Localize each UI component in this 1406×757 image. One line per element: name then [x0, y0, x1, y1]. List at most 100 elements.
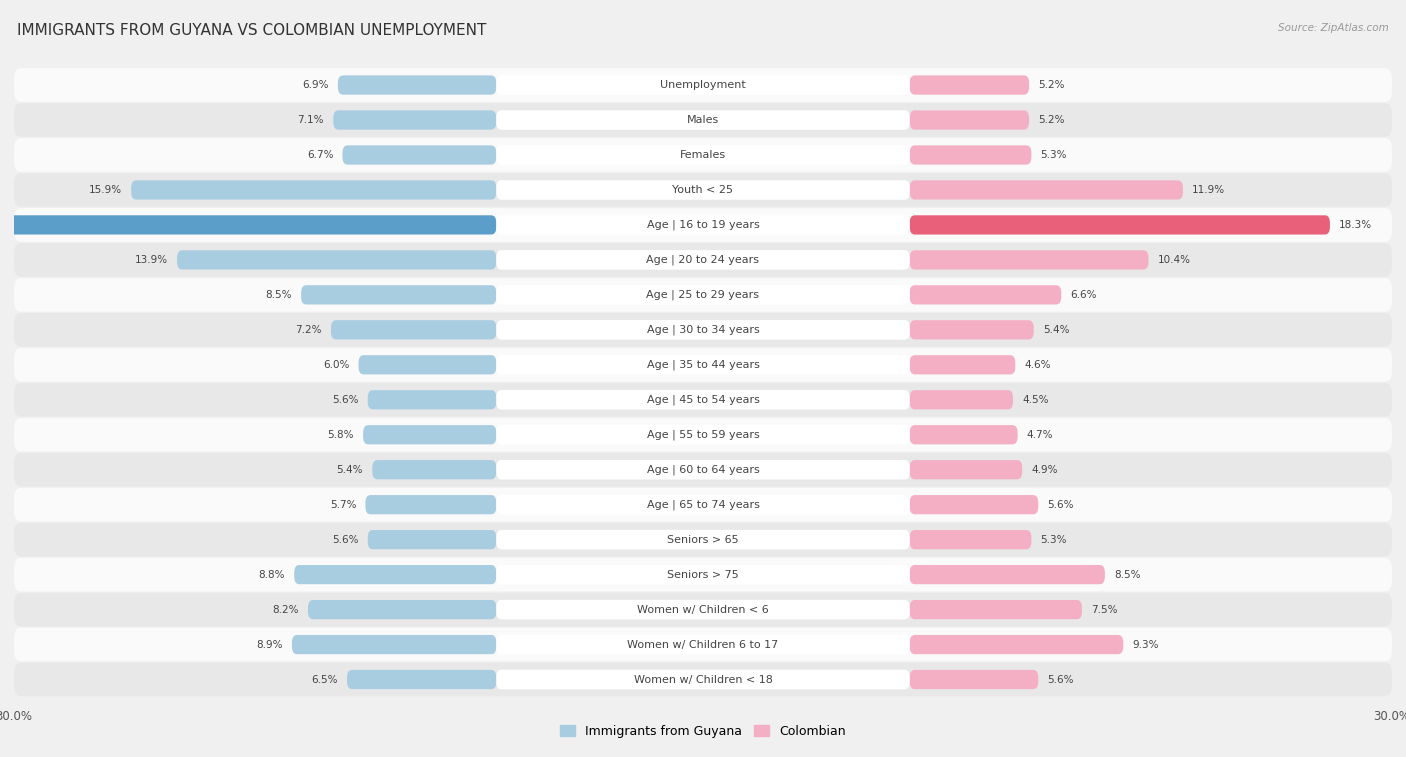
Text: 6.9%: 6.9% [302, 80, 329, 90]
Text: 5.3%: 5.3% [1040, 534, 1067, 544]
Text: 5.6%: 5.6% [332, 394, 359, 405]
FancyBboxPatch shape [308, 600, 496, 619]
Text: Source: ZipAtlas.com: Source: ZipAtlas.com [1278, 23, 1389, 33]
FancyBboxPatch shape [910, 355, 1015, 375]
Text: 5.8%: 5.8% [328, 430, 354, 440]
FancyBboxPatch shape [14, 662, 1392, 696]
FancyBboxPatch shape [337, 76, 496, 95]
Text: 4.9%: 4.9% [1032, 465, 1057, 475]
FancyBboxPatch shape [347, 670, 496, 689]
FancyBboxPatch shape [14, 313, 1392, 347]
FancyBboxPatch shape [910, 460, 1022, 479]
Text: 4.6%: 4.6% [1025, 360, 1052, 370]
FancyBboxPatch shape [330, 320, 496, 339]
FancyBboxPatch shape [14, 593, 1392, 626]
Text: 18.3%: 18.3% [1339, 220, 1372, 230]
Text: Unemployment: Unemployment [661, 80, 745, 90]
Text: 15.9%: 15.9% [89, 185, 122, 195]
Text: 8.2%: 8.2% [273, 605, 299, 615]
Text: Seniors > 65: Seniors > 65 [668, 534, 738, 544]
FancyBboxPatch shape [496, 425, 910, 444]
FancyBboxPatch shape [373, 460, 496, 479]
FancyBboxPatch shape [14, 348, 1392, 382]
FancyBboxPatch shape [368, 530, 496, 550]
Text: 8.9%: 8.9% [256, 640, 283, 650]
FancyBboxPatch shape [14, 418, 1392, 451]
Legend: Immigrants from Guyana, Colombian: Immigrants from Guyana, Colombian [555, 720, 851, 743]
FancyBboxPatch shape [363, 425, 496, 444]
Text: 4.5%: 4.5% [1022, 394, 1049, 405]
FancyBboxPatch shape [14, 243, 1392, 276]
Text: 7.2%: 7.2% [295, 325, 322, 335]
Text: 5.2%: 5.2% [1038, 115, 1064, 125]
FancyBboxPatch shape [910, 111, 1029, 129]
Text: 5.7%: 5.7% [330, 500, 356, 509]
FancyBboxPatch shape [496, 75, 910, 95]
FancyBboxPatch shape [910, 530, 1032, 550]
Text: 10.4%: 10.4% [1157, 255, 1191, 265]
FancyBboxPatch shape [14, 139, 1392, 172]
FancyBboxPatch shape [496, 460, 910, 479]
Text: 5.6%: 5.6% [1047, 500, 1074, 509]
FancyBboxPatch shape [910, 495, 1038, 514]
Text: 8.8%: 8.8% [259, 569, 285, 580]
FancyBboxPatch shape [343, 145, 496, 164]
FancyBboxPatch shape [910, 390, 1012, 410]
Text: 6.0%: 6.0% [323, 360, 349, 370]
Text: Seniors > 75: Seniors > 75 [666, 569, 740, 580]
Text: IMMIGRANTS FROM GUYANA VS COLOMBIAN UNEMPLOYMENT: IMMIGRANTS FROM GUYANA VS COLOMBIAN UNEM… [17, 23, 486, 38]
FancyBboxPatch shape [910, 145, 1032, 164]
Text: 5.2%: 5.2% [1038, 80, 1064, 90]
FancyBboxPatch shape [910, 425, 1018, 444]
Text: 7.5%: 7.5% [1091, 605, 1118, 615]
Text: 8.5%: 8.5% [266, 290, 292, 300]
FancyBboxPatch shape [14, 173, 1392, 207]
Text: 5.6%: 5.6% [332, 534, 359, 544]
Text: Age | 35 to 44 years: Age | 35 to 44 years [647, 360, 759, 370]
FancyBboxPatch shape [496, 635, 910, 654]
Text: Age | 20 to 24 years: Age | 20 to 24 years [647, 254, 759, 265]
FancyBboxPatch shape [292, 635, 496, 654]
Text: Age | 30 to 34 years: Age | 30 to 34 years [647, 325, 759, 335]
Text: Age | 55 to 59 years: Age | 55 to 59 years [647, 429, 759, 440]
Text: Youth < 25: Youth < 25 [672, 185, 734, 195]
FancyBboxPatch shape [14, 488, 1392, 522]
Text: 6.7%: 6.7% [307, 150, 333, 160]
Text: Males: Males [688, 115, 718, 125]
FancyBboxPatch shape [359, 355, 496, 375]
Text: 4.7%: 4.7% [1026, 430, 1053, 440]
FancyBboxPatch shape [14, 208, 1392, 241]
FancyBboxPatch shape [496, 530, 910, 550]
FancyBboxPatch shape [496, 670, 910, 690]
FancyBboxPatch shape [301, 285, 496, 304]
FancyBboxPatch shape [294, 565, 496, 584]
FancyBboxPatch shape [496, 390, 910, 410]
FancyBboxPatch shape [910, 600, 1083, 619]
Text: 5.3%: 5.3% [1040, 150, 1067, 160]
FancyBboxPatch shape [496, 355, 910, 375]
FancyBboxPatch shape [910, 76, 1029, 95]
FancyBboxPatch shape [366, 495, 496, 514]
Text: 5.6%: 5.6% [1047, 674, 1074, 684]
Text: Age | 65 to 74 years: Age | 65 to 74 years [647, 500, 759, 510]
Text: 5.4%: 5.4% [1043, 325, 1070, 335]
Text: 6.6%: 6.6% [1070, 290, 1097, 300]
Text: 11.9%: 11.9% [1192, 185, 1225, 195]
Text: Women w/ Children 6 to 17: Women w/ Children 6 to 17 [627, 640, 779, 650]
FancyBboxPatch shape [131, 180, 496, 200]
FancyBboxPatch shape [910, 285, 1062, 304]
FancyBboxPatch shape [14, 68, 1392, 102]
FancyBboxPatch shape [910, 635, 1123, 654]
FancyBboxPatch shape [910, 670, 1038, 689]
FancyBboxPatch shape [910, 320, 1033, 339]
Text: 7.1%: 7.1% [298, 115, 323, 125]
FancyBboxPatch shape [14, 278, 1392, 312]
Text: Females: Females [681, 150, 725, 160]
FancyBboxPatch shape [910, 215, 1330, 235]
Text: Age | 45 to 54 years: Age | 45 to 54 years [647, 394, 759, 405]
FancyBboxPatch shape [910, 180, 1182, 200]
FancyBboxPatch shape [910, 251, 1149, 269]
FancyBboxPatch shape [14, 523, 1392, 556]
Text: 6.5%: 6.5% [311, 674, 337, 684]
FancyBboxPatch shape [14, 383, 1392, 416]
